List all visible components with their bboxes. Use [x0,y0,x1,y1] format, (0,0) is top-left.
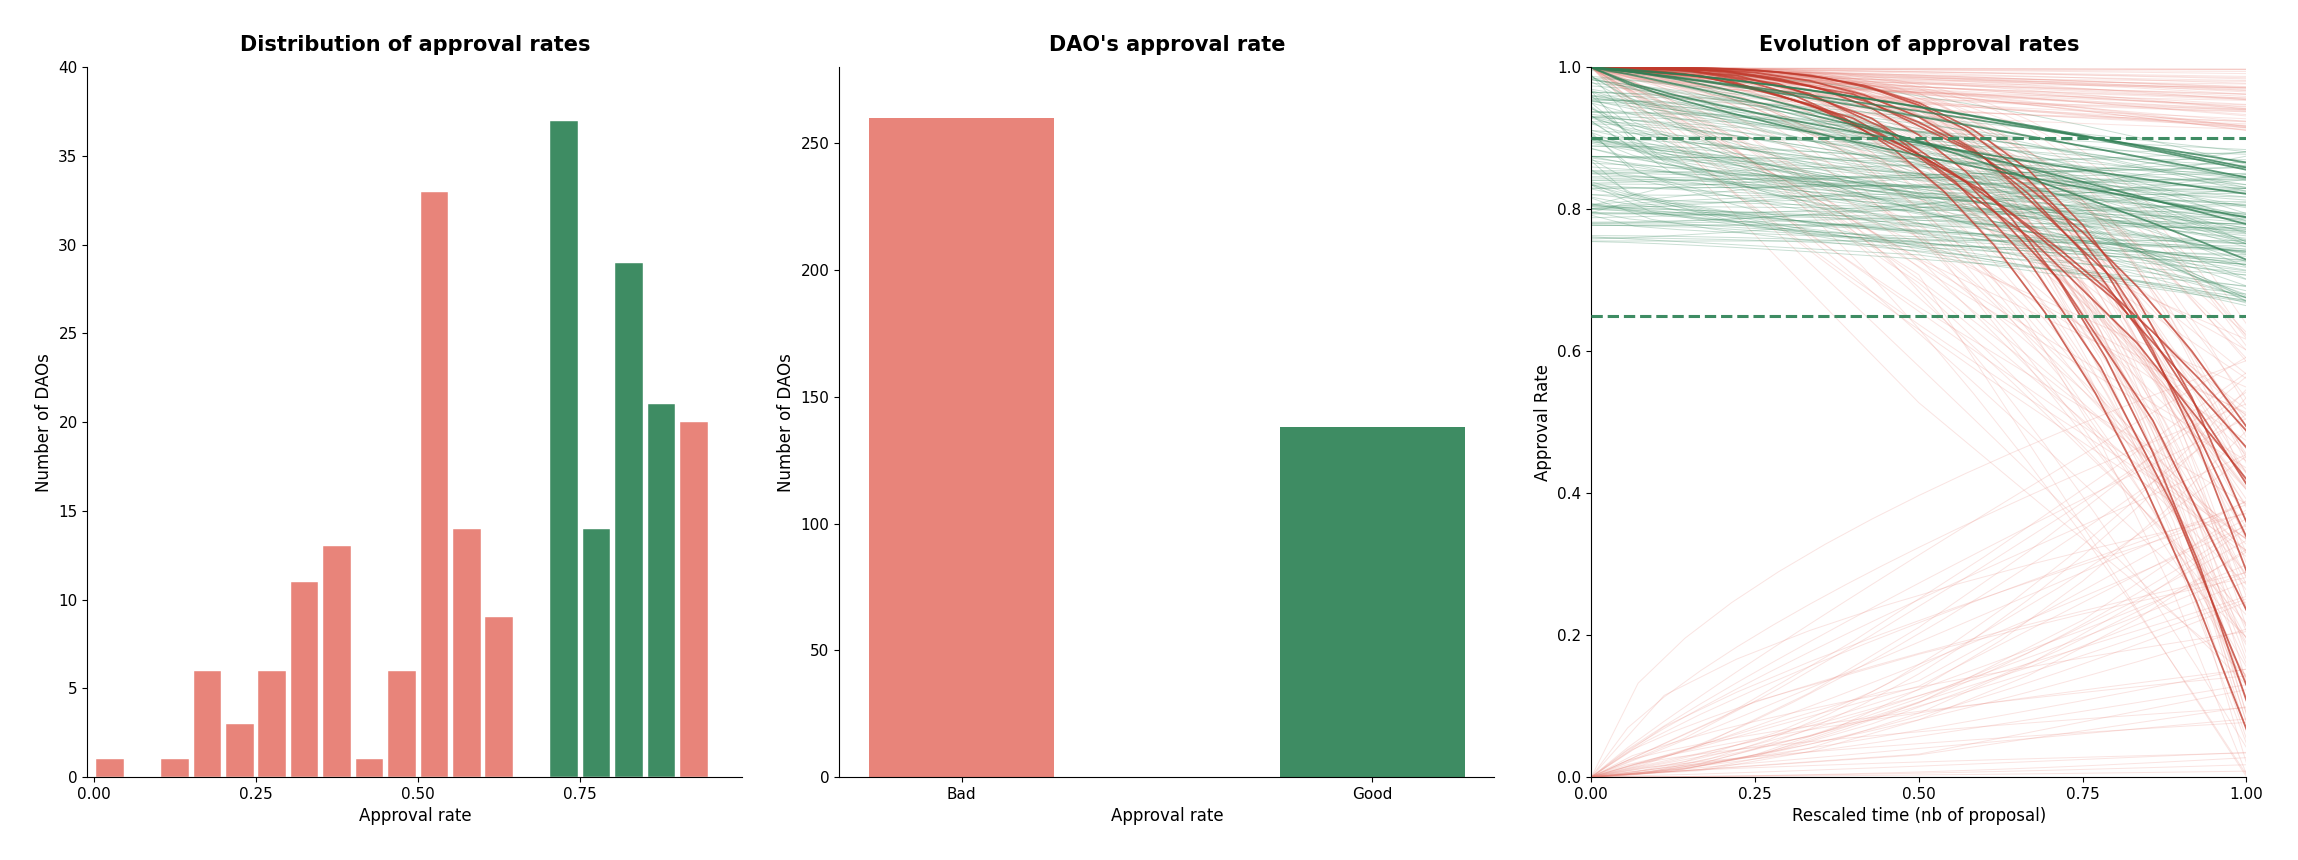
Title: DAO's approval rate: DAO's approval rate [1048,34,1285,55]
Title: Evolution of approval rates: Evolution of approval rates [1758,34,2080,55]
Bar [648,404,676,777]
X-axis label: Rescaled time (nb of proposal): Rescaled time (nb of proposal) [1792,808,2045,826]
Bar [97,759,124,777]
Bar [324,546,352,777]
Bar [161,759,188,777]
X-axis label: Approval rate: Approval rate [358,808,471,826]
Bar [225,724,253,777]
Bar [549,120,577,777]
Y-axis label: Number of DAOs: Number of DAOs [34,353,53,492]
Y-axis label: Approval Rate: Approval Rate [1533,364,1551,481]
Bar [388,671,416,777]
Bar [421,192,448,777]
Bar [584,529,611,777]
Bar [616,262,643,777]
Bar [193,671,221,777]
Title: Distribution of approval rates: Distribution of approval rates [239,34,591,55]
X-axis label: Approval rate: Approval rate [1110,808,1223,826]
Y-axis label: Number of DAOs: Number of DAOs [777,353,795,492]
Bar [257,671,285,777]
Bar [292,582,319,777]
Bar [453,529,480,777]
Bar [356,759,384,777]
Bar [1280,427,1464,777]
Bar [869,118,1055,777]
Bar [485,617,512,777]
Bar [680,422,708,777]
